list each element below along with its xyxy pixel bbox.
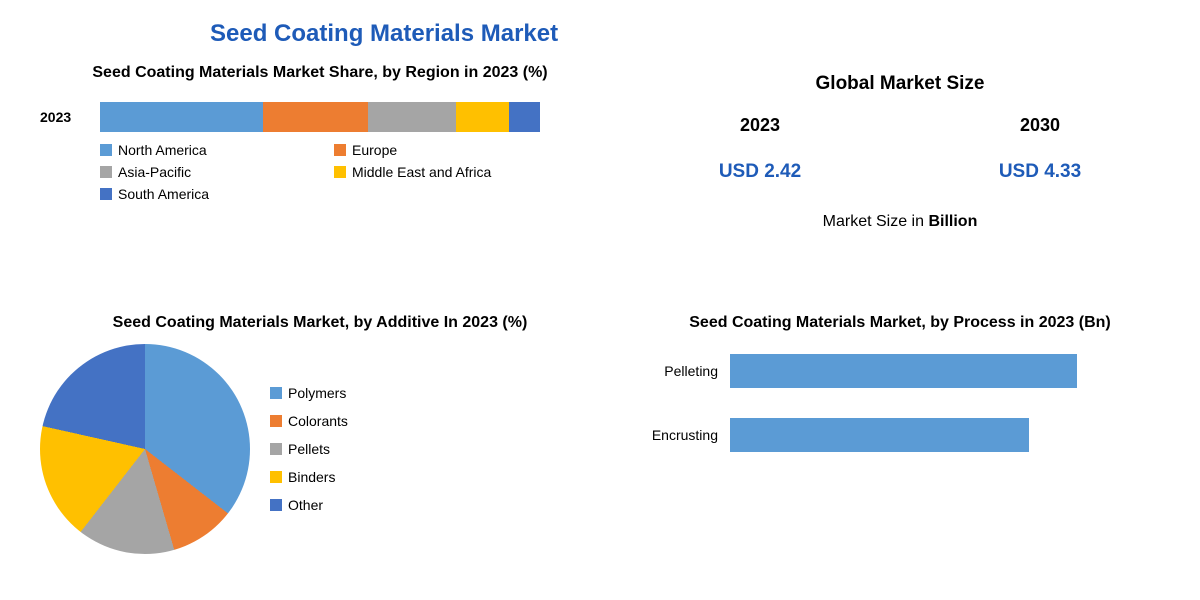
legend-swatch xyxy=(270,387,282,399)
additive-chart-panel: Seed Coating Materials Market, by Additi… xyxy=(40,313,600,573)
region-legend: North America Europe Asia-Pacific Middle Ea… xyxy=(100,142,600,202)
process-bar-wrap: Pelleting Encrusting xyxy=(620,354,1180,452)
region-chart-title: Seed Coating Materials Market Share, by … xyxy=(40,63,600,84)
additive-legend-item: Other xyxy=(270,497,348,513)
market-size-values: USD 2.42 USD 4.33 xyxy=(620,161,1180,183)
legend-label: Pellets xyxy=(288,441,330,457)
process-bar xyxy=(730,354,1077,388)
region-segment xyxy=(456,102,509,132)
market-size-value1: USD 2.42 xyxy=(719,161,801,183)
legend-swatch xyxy=(100,188,112,200)
region-segment xyxy=(368,102,456,132)
market-size-panel: Global Market Size 2023 2030 USD 2.42 US… xyxy=(620,63,1180,293)
legend-label: North America xyxy=(118,142,207,158)
additive-legend-item: Pellets xyxy=(270,441,348,457)
region-segment xyxy=(100,102,263,132)
additive-pie-wrap: Polymers Colorants Pellets Binders Other xyxy=(40,344,600,554)
legend-swatch xyxy=(270,499,282,511)
additive-legend-item: Polymers xyxy=(270,385,348,401)
additive-legend-item: Binders xyxy=(270,469,348,485)
chart-grid: Seed Coating Materials Market Share, by … xyxy=(40,63,1160,573)
market-size-year2: 2030 xyxy=(1020,115,1060,136)
legend-label: Polymers xyxy=(288,385,346,401)
legend-swatch xyxy=(334,144,346,156)
region-segment xyxy=(263,102,369,132)
legend-label: South America xyxy=(118,186,209,202)
additive-chart-title: Seed Coating Materials Market, by Additi… xyxy=(40,313,600,334)
region-stacked-bar xyxy=(100,102,540,132)
legend-swatch xyxy=(270,471,282,483)
region-legend-item: Europe xyxy=(334,142,544,158)
process-chart-title: Seed Coating Materials Market, by Proces… xyxy=(620,313,1180,334)
market-size-unit-bold: Billion xyxy=(928,213,977,230)
region-legend-item: Middle East and Africa xyxy=(334,164,544,180)
process-bar-row: Encrusting xyxy=(640,418,1180,452)
process-chart-panel: Seed Coating Materials Market, by Proces… xyxy=(620,313,1180,573)
market-size-year1: 2023 xyxy=(740,115,780,136)
legend-swatch xyxy=(100,166,112,178)
legend-label: Colorants xyxy=(288,413,348,429)
region-chart-panel: Seed Coating Materials Market Share, by … xyxy=(40,63,600,293)
region-legend-item: South America xyxy=(100,186,310,202)
market-size-unit-prefix: Market Size in xyxy=(823,213,929,230)
process-bar-label: Encrusting xyxy=(640,427,730,443)
market-size-value2: USD 4.33 xyxy=(999,161,1081,183)
legend-label: Asia-Pacific xyxy=(118,164,191,180)
legend-label: Europe xyxy=(352,142,397,158)
legend-swatch xyxy=(334,166,346,178)
legend-swatch xyxy=(100,144,112,156)
legend-label: Middle East and Africa xyxy=(352,164,491,180)
legend-label: Binders xyxy=(288,469,335,485)
market-size-title: Global Market Size xyxy=(620,73,1180,95)
region-legend-item: Asia-Pacific xyxy=(100,164,310,180)
legend-label: Other xyxy=(288,497,323,513)
page-title: Seed Coating Materials Market xyxy=(210,20,1160,48)
region-segment xyxy=(509,102,540,132)
additive-legend: Polymers Colorants Pellets Binders Other xyxy=(270,385,348,513)
region-year-label: 2023 xyxy=(40,109,88,125)
legend-swatch xyxy=(270,415,282,427)
market-size-unit: Market Size in Billion xyxy=(620,213,1180,231)
additive-pie xyxy=(40,344,250,554)
process-bar-row: Pelleting xyxy=(640,354,1180,388)
region-legend-item: North America xyxy=(100,142,310,158)
process-bar-label: Pelleting xyxy=(640,363,730,379)
market-size-years: 2023 2030 xyxy=(620,115,1180,136)
region-stacked-bar-wrap: 2023 xyxy=(40,102,600,132)
legend-swatch xyxy=(270,443,282,455)
process-bar xyxy=(730,418,1029,452)
additive-legend-item: Colorants xyxy=(270,413,348,429)
